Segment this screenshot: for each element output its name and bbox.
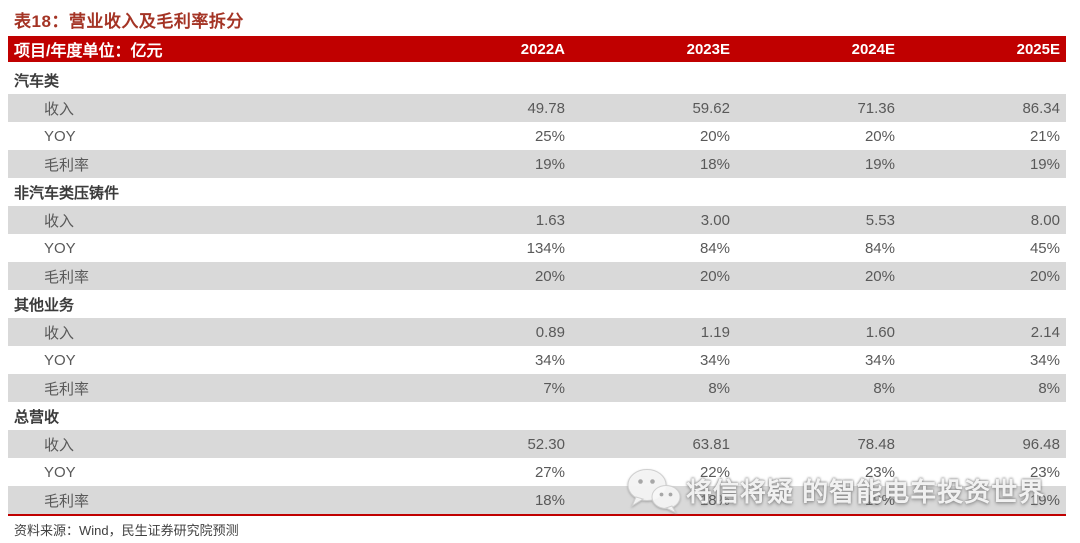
cell-value: 7% — [543, 379, 565, 397]
cell-value: 20% — [699, 127, 730, 145]
cell-value: 0.89 — [535, 323, 565, 341]
table-row: 收入 1.63 3.00 5.53 8.00 — [8, 206, 1066, 234]
table-body: 汽车类收入 49.78 59.62 71.36 86.34 YOY 25% 20% 20% 21%… — [8, 66, 1066, 514]
cell-value: 45% — [1029, 239, 1060, 257]
row-label: 毛利率 — [44, 156, 90, 174]
cell-value: 34% — [534, 351, 565, 369]
cell-value: 20% — [699, 267, 730, 285]
cell-value: 34% — [699, 351, 730, 369]
cell-value: 20% — [534, 267, 565, 285]
table-header-row: 项目/年度单位：亿元 2022A 2023E 2024E 2025E — [8, 36, 1066, 62]
source-note: 资料来源：Wind，民生证券研究院预测 — [14, 523, 239, 538]
table-row: YOY 25% 20% 20% 21% — [8, 122, 1066, 150]
row-label: YOY — [44, 127, 76, 145]
cell-value: 86.34 — [1022, 99, 1060, 117]
cell-value: 8% — [708, 379, 730, 397]
row-label: 收入 — [44, 100, 75, 118]
row-label: 收入 — [44, 212, 75, 230]
section-row: 其他业务 — [8, 290, 1066, 318]
section-label: 汽车类 — [14, 72, 60, 90]
cell-value: 52.30 — [527, 435, 565, 453]
cell-value: 23% — [1029, 463, 1060, 481]
cell-value: 27% — [534, 463, 565, 481]
section-label: 其他业务 — [14, 296, 75, 314]
cell-value: 19% — [864, 155, 895, 173]
cell-value: 22% — [699, 463, 730, 481]
row-label: 收入 — [44, 436, 75, 454]
table-title: 表18：营业收入及毛利率拆分 — [14, 12, 244, 31]
cell-value: 59.62 — [692, 99, 730, 117]
column-header-2025e: 2025E — [1016, 40, 1060, 58]
column-header-2022a: 2022A — [520, 40, 565, 58]
table-row: YOY 34% 34% 34% 34% — [8, 346, 1066, 374]
cell-value: 1.60 — [865, 323, 895, 341]
table-row: YOY 134% 84% 84% 45% — [8, 234, 1066, 262]
cell-value: 8% — [1038, 379, 1060, 397]
table-row: YOY 27% 22% 23% 23% — [8, 458, 1066, 486]
cell-value: 1.19 — [700, 323, 730, 341]
table-row: 收入 0.89 1.19 1.60 2.14 — [8, 318, 1066, 346]
table-row: 毛利率 7% 8% 8% 8% — [8, 374, 1066, 402]
section-label: 非汽车类压铸件 — [14, 184, 120, 202]
cell-value: 23% — [864, 463, 895, 481]
table-row: 毛利率 20% 20% 20% 20% — [8, 262, 1066, 290]
cell-value: 20% — [864, 127, 895, 145]
cell-value: 3.00 — [700, 211, 730, 229]
cell-value: 19% — [534, 155, 565, 173]
column-header-2024e: 2024E — [851, 40, 895, 58]
cell-value: 1.63 — [535, 211, 565, 229]
cell-value: 5.53 — [865, 211, 895, 229]
cell-value: 25% — [534, 127, 565, 145]
cell-value: 78.48 — [857, 435, 895, 453]
section-row: 非汽车类压铸件 — [8, 178, 1066, 206]
cell-value: 19% — [1029, 155, 1060, 173]
section-label: 总营收 — [14, 408, 60, 426]
row-label: YOY — [44, 239, 76, 257]
cell-value: 8% — [873, 379, 895, 397]
row-label: 毛利率 — [44, 268, 90, 286]
cell-value: 18% — [699, 155, 730, 173]
cell-value: 8.00 — [1030, 211, 1060, 229]
table-row: 收入 52.30 63.81 78.48 96.48 — [8, 430, 1066, 458]
section-row: 总营收 — [8, 402, 1066, 430]
cell-value: 19% — [1029, 491, 1060, 509]
row-label: 毛利率 — [44, 380, 90, 398]
cell-value: 21% — [1029, 127, 1060, 145]
row-label: 收入 — [44, 324, 75, 342]
row-label: YOY — [44, 463, 76, 481]
cell-value: 63.81 — [692, 435, 730, 453]
cell-value: 2.14 — [1030, 323, 1060, 341]
table-row: 毛利率 19% 18% 19% 19% — [8, 150, 1066, 178]
section-row: 汽车类 — [8, 66, 1066, 94]
row-label: 毛利率 — [44, 492, 90, 510]
row-label: YOY — [44, 351, 76, 369]
cell-value: 20% — [1029, 267, 1060, 285]
table-row: 毛利率 18% 18% 19% 19% — [8, 486, 1066, 514]
cell-value: 20% — [864, 267, 895, 285]
cell-value: 34% — [864, 351, 895, 369]
cell-value: 134% — [526, 239, 565, 257]
cell-value: 96.48 — [1022, 435, 1060, 453]
cell-value: 18% — [534, 491, 565, 509]
revenue-margin-table: 项目/年度单位：亿元 2022A 2023E 2024E 2025E 汽车类收入… — [8, 36, 1066, 516]
column-header-2023e: 2023E — [686, 40, 730, 58]
header-label: 项目/年度单位：亿元 — [14, 43, 163, 60]
cell-value: 84% — [699, 239, 730, 257]
cell-value: 71.36 — [857, 99, 895, 117]
cell-value: 49.78 — [527, 99, 565, 117]
table-row: 收入 49.78 59.62 71.36 86.34 — [8, 94, 1066, 122]
cell-value: 18% — [699, 491, 730, 509]
cell-value: 34% — [1029, 351, 1060, 369]
cell-value: 19% — [864, 491, 895, 509]
cell-value: 84% — [864, 239, 895, 257]
